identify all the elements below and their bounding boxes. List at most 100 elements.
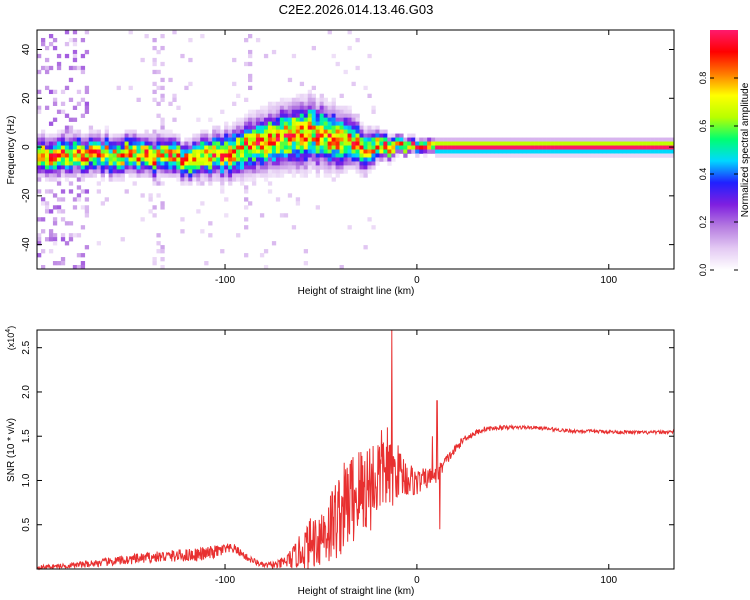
- spectrogram-cell: [72, 53, 78, 59]
- spectrogram-cell: [443, 145, 448, 150]
- spectrogram-cell: [291, 145, 297, 150]
- spectrogram-cell: [654, 149, 659, 154]
- spectrogram-cell: [482, 149, 488, 154]
- spectrogram-cell: [311, 121, 316, 126]
- spectrogram-cell: [506, 149, 512, 154]
- spectrogram-cell: [192, 165, 197, 170]
- spectrogram-cell: [554, 137, 559, 142]
- spectrogram-cell: [124, 149, 129, 154]
- spectrogram-cell: [104, 165, 109, 170]
- spectrogram-cell: [411, 149, 416, 154]
- spectrogram-cell: [331, 161, 336, 166]
- spectrogram-cell: [251, 161, 257, 166]
- spectrogram-cell: [323, 149, 328, 154]
- spectrogram-cell: [462, 145, 468, 150]
- spectrogram-cell: [248, 133, 253, 138]
- spectrogram-cell: [622, 153, 627, 158]
- spectrogram-cell: [307, 149, 313, 154]
- spectrogram-cell: [283, 145, 289, 150]
- spectrogram-cell: [371, 149, 376, 154]
- spectrogram-cell: [76, 141, 82, 146]
- spectrogram-cell: [104, 149, 109, 154]
- spectrogram-cell: [212, 165, 217, 170]
- spectrogram-cell: [323, 141, 328, 146]
- spectrogram-cell: [542, 141, 547, 146]
- spectrogram-cell: [423, 137, 428, 142]
- spectrogram-cell: [259, 129, 265, 134]
- spectrogram-cell: [327, 113, 332, 118]
- spectrogram-cell: [60, 157, 66, 162]
- spectrogram-cell: [602, 149, 607, 154]
- spectrogram-cell: [387, 141, 392, 146]
- spectrogram-cell: [614, 145, 619, 150]
- spectrogram-cell: [602, 145, 607, 150]
- spectrogram-cell: [112, 157, 117, 162]
- spectrogram-cell: [124, 161, 129, 166]
- spectrogram-cell: [84, 245, 90, 250]
- spectrogram-cell: [192, 145, 197, 150]
- spectrogram-cell: [343, 161, 348, 166]
- spectrogram-cell: [323, 129, 328, 134]
- spectrogram-cell: [295, 157, 301, 162]
- spectrogram-cell: [248, 149, 253, 154]
- spectrogram-cell: [339, 105, 344, 110]
- spectrogram-cell: [208, 181, 213, 186]
- spectrogram-cell: [40, 129, 46, 134]
- spectrogram-cell: [212, 173, 217, 178]
- spectrogram-cell: [279, 173, 285, 178]
- spectrogram-cell: [160, 141, 165, 146]
- spectrogram-cell: [44, 57, 50, 63]
- spectrogram-cell: [271, 109, 277, 114]
- spectrogram-cell: [248, 169, 253, 174]
- spectrogram-cell: [48, 133, 54, 138]
- spectrogram-cell: [355, 117, 360, 122]
- spectrogram-cell: [303, 117, 309, 122]
- spectrogram-cell: [80, 173, 86, 178]
- spectrogram-cell: [606, 145, 611, 150]
- spectrogram-cell: [96, 157, 101, 162]
- spectrogram-cell: [455, 137, 460, 142]
- colorbar-tick-label: 0.2: [698, 216, 708, 229]
- spectrogram-cell: [275, 125, 281, 130]
- spectrogram-cell: [40, 145, 46, 150]
- spectrogram-cell: [275, 153, 281, 158]
- spectrogram-cell: [196, 137, 201, 142]
- spectrogram-cell: [48, 173, 54, 178]
- spectrogram-cell: [140, 169, 145, 174]
- spectrogram-cell: [347, 225, 352, 230]
- spectrogram-cell: [160, 129, 165, 134]
- spectrogram-cell: [184, 153, 189, 158]
- spectrogram-cell: [283, 137, 289, 142]
- spectrogram-cell: [92, 145, 98, 150]
- spectrogram-cell: [64, 241, 70, 246]
- spectrogram-cell: [554, 153, 559, 158]
- spectrogram-cell: [522, 137, 527, 142]
- spectrogram-cell: [104, 129, 109, 134]
- spectrogram-cell: [411, 145, 416, 150]
- spectrogram-cell: [156, 249, 161, 254]
- spectrogram-cell: [554, 149, 559, 154]
- spectrogram-cell: [271, 173, 277, 178]
- spectrogram-cell: [64, 141, 70, 146]
- spectrogram-cell: [395, 145, 400, 150]
- spectrogram-cell: [40, 217, 46, 222]
- spectrogram-cell: [244, 185, 249, 190]
- spectrogram-cell: [327, 109, 332, 114]
- spectrogram-cell: [347, 105, 352, 110]
- spectrogram-cell: [459, 149, 464, 154]
- spectrogram-cell: [64, 221, 70, 226]
- spectrogram-cell: [84, 105, 90, 110]
- spectrogram-cell: [267, 181, 273, 186]
- spectrogram-cell: [76, 133, 82, 138]
- spectrogram-cell: [518, 153, 524, 158]
- spectrogram-cell: [188, 145, 193, 150]
- spectrogram-cell: [56, 261, 62, 266]
- spectrogram-cell: [140, 161, 145, 166]
- spectrogram-cell: [291, 109, 297, 114]
- spectrogram-cell: [156, 133, 161, 138]
- snr-panel: -100 0 100 0.51.01.52.02.5 Height of strai…: [5, 326, 675, 597]
- spectrogram-cell: [327, 149, 332, 154]
- spectrogram-cell: [295, 93, 301, 99]
- spectrogram-cell: [40, 173, 46, 178]
